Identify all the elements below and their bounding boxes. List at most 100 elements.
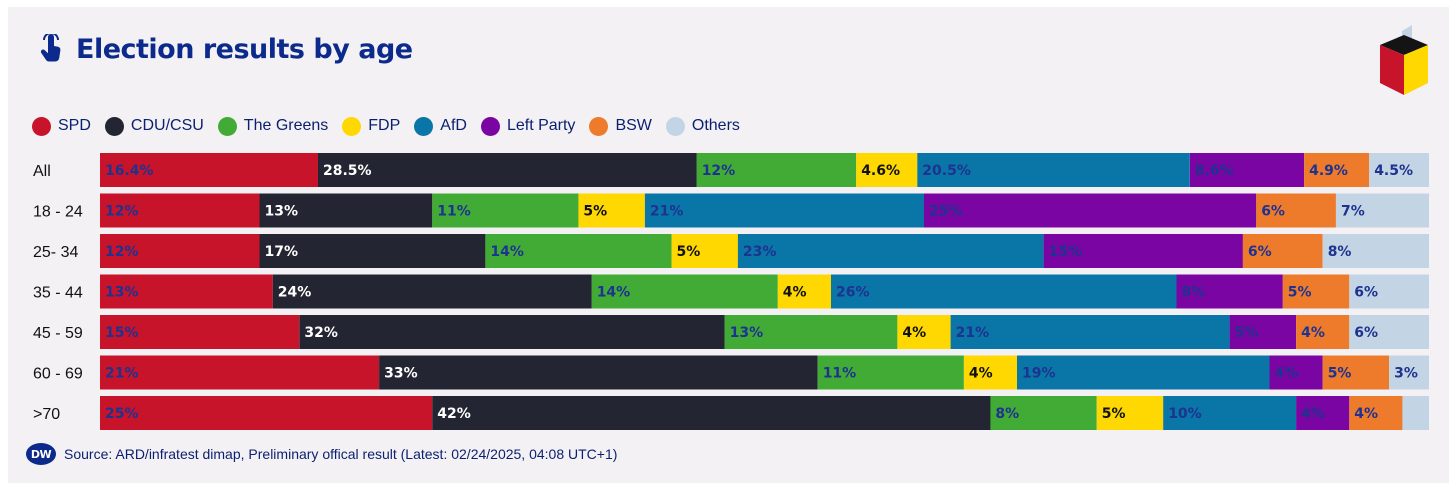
data-label: 4%	[783, 285, 807, 301]
dw-logo: DW	[26, 443, 56, 465]
data-label: 6%	[1261, 204, 1285, 220]
data-label: 4%	[969, 366, 993, 382]
bar-segment	[671, 234, 738, 268]
bar-segment	[724, 315, 898, 349]
data-label: 5%	[1328, 366, 1352, 382]
bar-segment	[1296, 315, 1350, 349]
data-label: 8%	[995, 406, 1019, 422]
data-label: 5%	[1235, 325, 1259, 341]
bar-segment	[1282, 274, 1350, 309]
data-label: 6%	[1354, 325, 1378, 341]
data-label: 4.6%	[861, 163, 900, 179]
bar-segment	[1176, 274, 1283, 309]
bar-segment	[1349, 315, 1429, 349]
bar-segment	[990, 396, 1097, 430]
bar-segment	[379, 355, 818, 390]
bar-segment	[737, 234, 1044, 268]
data-label: 28.5%	[323, 163, 372, 179]
legend-swatch	[217, 116, 237, 136]
bar-segment	[924, 193, 1257, 228]
bar-segment	[1017, 355, 1270, 390]
bar-segment	[1096, 396, 1164, 430]
data-label: 11%	[823, 366, 857, 382]
legend-swatch	[589, 116, 609, 136]
legend-swatch	[342, 116, 362, 136]
category-label: 35 - 44	[33, 285, 83, 302]
bar-segment	[591, 274, 778, 309]
bar-segment	[1256, 193, 1336, 228]
legend-swatch	[32, 116, 51, 136]
bar-segment	[696, 153, 857, 187]
bar-segment	[1349, 396, 1403, 430]
data-label: 8%	[1182, 285, 1206, 301]
legend-label: SPD	[58, 117, 91, 134]
data-label: 14%	[490, 244, 524, 260]
category-label: 45 - 59	[33, 325, 83, 342]
legend-item: The Greens	[217, 116, 328, 136]
ballot-box-icon	[1380, 25, 1428, 95]
bar-segment	[1349, 274, 1429, 309]
stacked-bar-chart: All 16.4% 28.5% 12% 4.6% 20.5% 8.6% 4.9% 4.5% 18 …	[33, 153, 1429, 430]
data-label: 42%	[437, 406, 471, 422]
data-label: 5%	[1288, 285, 1312, 301]
data-label: 3%	[1394, 366, 1418, 382]
bar-segment	[432, 396, 991, 430]
data-label: 25%	[105, 406, 139, 422]
legend-item: AfD	[414, 116, 467, 136]
bar-segment	[299, 315, 725, 349]
data-label: 12%	[702, 163, 736, 179]
data-label: 13%	[105, 285, 139, 301]
bar-segment	[272, 274, 592, 309]
data-label: 6%	[1248, 244, 1272, 260]
data-label: 10%	[1168, 406, 1202, 422]
bar-segment	[1163, 396, 1297, 430]
data-label: 13%	[265, 204, 299, 220]
bar-segment	[100, 274, 273, 309]
bar-segment	[1402, 396, 1429, 430]
legend-item: Others	[665, 116, 740, 136]
data-label: 4%	[1354, 406, 1378, 422]
hand-pointer-icon	[40, 34, 61, 62]
legend-label: AfD	[440, 117, 467, 134]
data-label: 26%	[836, 285, 870, 301]
data-label: 5%	[677, 244, 701, 260]
bar-segment	[100, 153, 318, 187]
data-label: 21%	[956, 325, 990, 341]
legend-swatch	[104, 116, 124, 136]
bar-segment	[1189, 153, 1305, 187]
data-label: 15%	[1049, 244, 1083, 260]
bar-segment	[831, 274, 1177, 309]
data-label: 24%	[278, 285, 312, 301]
data-label: 23%	[743, 244, 777, 260]
legend-label: Left Party	[506, 117, 576, 134]
bar-segment	[1369, 153, 1429, 187]
data-label: 21%	[650, 204, 684, 220]
category-label: All	[33, 163, 51, 180]
bar-segment	[1269, 355, 1323, 390]
data-label: 4%	[1301, 406, 1325, 422]
legend-item: CDU/CSU	[104, 116, 204, 136]
legend-swatch	[414, 116, 434, 136]
bar-segment	[1336, 193, 1429, 228]
data-label: 4.9%	[1309, 163, 1348, 179]
data-label: 17%	[265, 244, 299, 260]
source-row: DW Source: ARD/infratest dimap, Prelimin…	[26, 442, 617, 466]
bar-segment	[259, 193, 433, 228]
data-label: 4%	[1301, 325, 1325, 341]
chart-title: Election results by age	[76, 33, 413, 65]
data-label: 21%	[105, 366, 139, 382]
title-row: Election results by age	[38, 29, 413, 69]
bar-segment	[1322, 355, 1390, 390]
data-label: 4%	[902, 325, 926, 341]
category-label: 25- 34	[33, 244, 78, 261]
data-label: 32%	[304, 325, 338, 341]
data-label: 33%	[384, 366, 418, 382]
data-label: 8.6%	[1195, 163, 1234, 179]
bar-segment	[100, 193, 260, 228]
legend-item: FDP	[342, 116, 400, 136]
bar-segment	[1043, 234, 1243, 268]
bar-segment	[817, 355, 964, 390]
bar-segment	[100, 396, 433, 430]
data-label: 14%	[597, 285, 631, 301]
category-label: 60 - 69	[33, 366, 83, 383]
